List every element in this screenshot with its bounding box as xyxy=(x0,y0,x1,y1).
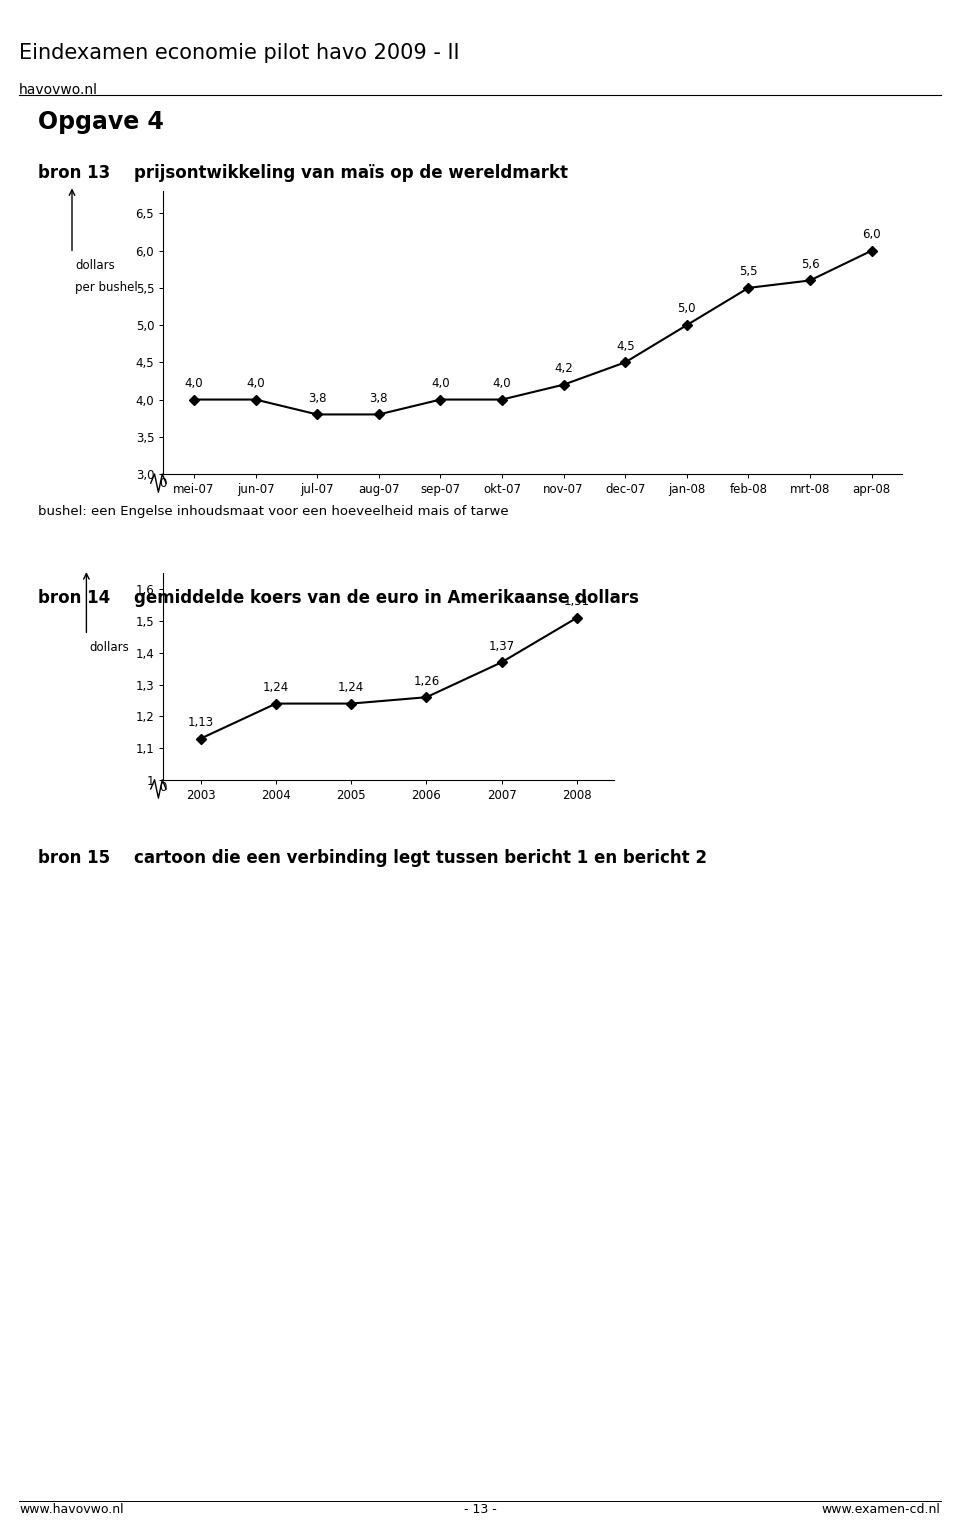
Text: - 13 -: - 13 - xyxy=(464,1503,496,1517)
Text: 4,5: 4,5 xyxy=(616,339,635,353)
Text: 1,13: 1,13 xyxy=(188,716,214,729)
Text: 0: 0 xyxy=(159,477,166,489)
Text: cartoon die een verbinding legt tussen bericht 1 en bericht 2: cartoon die een verbinding legt tussen b… xyxy=(134,849,708,867)
Text: www.havovwo.nl: www.havovwo.nl xyxy=(19,1503,124,1517)
Text: 4,0: 4,0 xyxy=(247,376,265,390)
Text: per bushel: per bushel xyxy=(75,281,137,294)
Text: havovwo.nl: havovwo.nl xyxy=(19,83,98,96)
Text: dollars: dollars xyxy=(75,260,114,272)
Text: www.examen-cd.nl: www.examen-cd.nl xyxy=(822,1503,941,1517)
Text: 1,24: 1,24 xyxy=(263,680,289,694)
Text: Eindexamen economie pilot havo 2009 - II: Eindexamen economie pilot havo 2009 - II xyxy=(19,43,460,63)
Text: bron 15: bron 15 xyxy=(38,849,110,867)
Text: 1,37: 1,37 xyxy=(489,639,515,653)
Text: 3,8: 3,8 xyxy=(370,391,388,405)
Text: 4,0: 4,0 xyxy=(184,376,204,390)
Text: 5,5: 5,5 xyxy=(739,265,757,278)
Text: 0: 0 xyxy=(159,781,167,794)
Text: prijsontwikkeling van maïs op de wereldmarkt: prijsontwikkeling van maïs op de wereldm… xyxy=(134,164,568,182)
Text: Opgave 4: Opgave 4 xyxy=(38,110,164,135)
Text: 6,0: 6,0 xyxy=(862,228,881,242)
Text: 1,26: 1,26 xyxy=(413,674,440,688)
Text: 3,8: 3,8 xyxy=(308,391,326,405)
Text: 4,0: 4,0 xyxy=(492,376,512,390)
Text: 5,0: 5,0 xyxy=(678,303,696,315)
Text: 1,51: 1,51 xyxy=(564,595,589,609)
Text: 4,0: 4,0 xyxy=(431,376,449,390)
Text: 4,2: 4,2 xyxy=(554,362,573,375)
Text: bron 14: bron 14 xyxy=(38,589,110,607)
Text: gemiddelde koers van de euro in Amerikaanse dollars: gemiddelde koers van de euro in Amerikaa… xyxy=(134,589,639,607)
Text: dollars: dollars xyxy=(89,642,129,654)
Text: 1,24: 1,24 xyxy=(338,680,365,694)
Text: bron 13: bron 13 xyxy=(38,164,110,182)
Text: bushel: een Engelse inhoudsmaat voor een hoeveelheid mais of tarwe: bushel: een Engelse inhoudsmaat voor een… xyxy=(38,505,509,518)
Text: 5,6: 5,6 xyxy=(801,258,819,271)
